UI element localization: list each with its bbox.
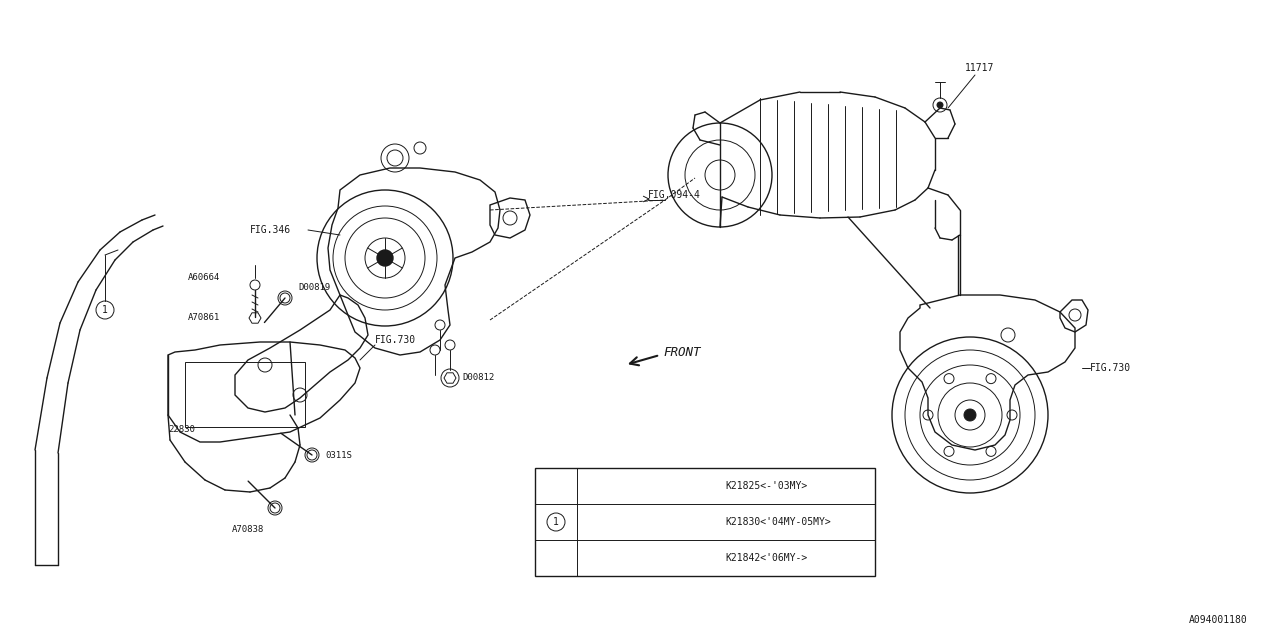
- Text: FRONT: FRONT: [663, 346, 700, 358]
- Polygon shape: [250, 313, 261, 323]
- Text: K21830<'04MY-05MY>: K21830<'04MY-05MY>: [724, 517, 831, 527]
- Text: FIG.346: FIG.346: [250, 225, 291, 235]
- Text: A60664: A60664: [188, 273, 220, 282]
- Polygon shape: [444, 373, 456, 383]
- Text: D00812: D00812: [462, 374, 494, 383]
- Bar: [186, 362, 305, 427]
- Text: FIG.094-4: FIG.094-4: [648, 190, 701, 200]
- Bar: [535, 468, 876, 576]
- Text: A70838: A70838: [232, 525, 264, 534]
- Text: FIG.730: FIG.730: [1091, 363, 1132, 373]
- Circle shape: [964, 409, 977, 421]
- Text: A70861: A70861: [188, 314, 220, 323]
- Text: A094001180: A094001180: [1189, 615, 1248, 625]
- Text: 1: 1: [102, 305, 108, 315]
- Text: 22830: 22830: [168, 426, 195, 435]
- Text: 11717: 11717: [965, 63, 995, 73]
- Text: FIG.730: FIG.730: [375, 335, 416, 345]
- Text: K21825<-'03MY>: K21825<-'03MY>: [724, 481, 808, 491]
- Text: D00819: D00819: [298, 284, 330, 292]
- Circle shape: [937, 102, 943, 108]
- Text: 0311S: 0311S: [325, 451, 352, 460]
- Text: K21842<'06MY->: K21842<'06MY->: [724, 553, 808, 563]
- Circle shape: [378, 250, 393, 266]
- Text: 1: 1: [553, 517, 559, 527]
